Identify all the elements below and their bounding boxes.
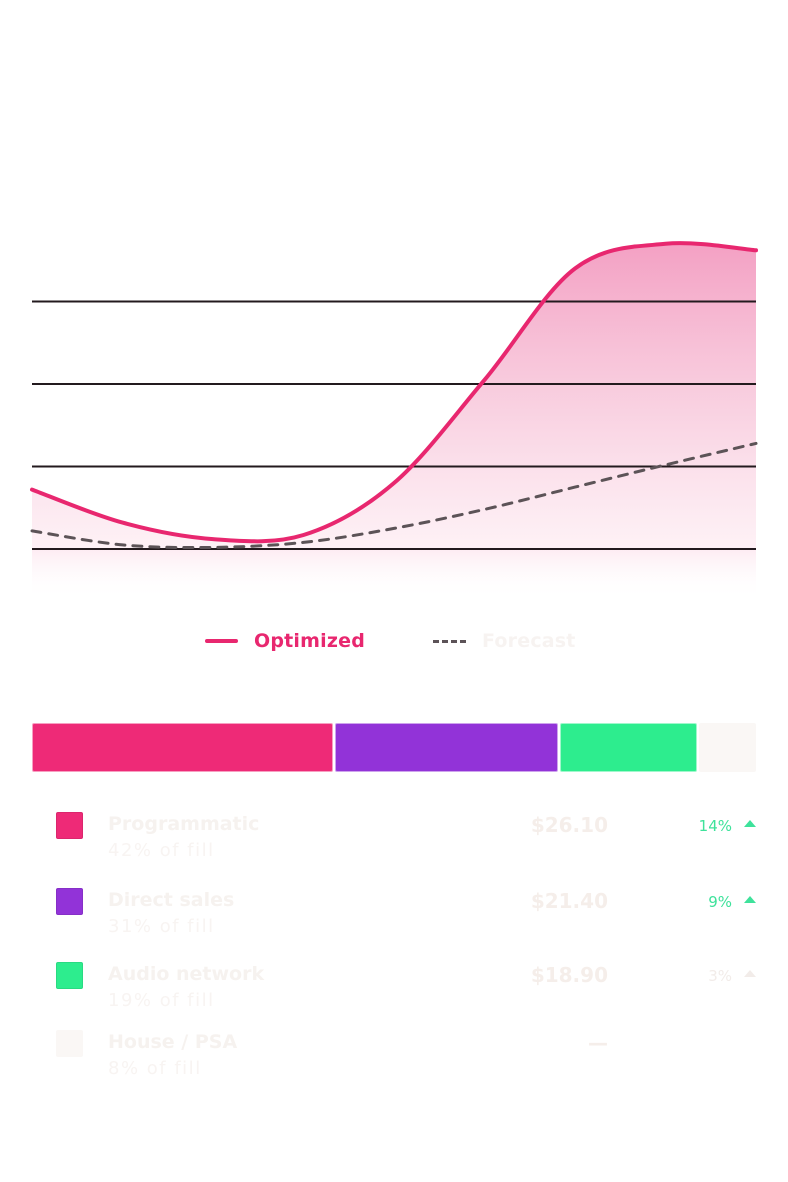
list-item[interactable]: Direct sales 31% of fill $21.40 9%: [0, 881, 788, 941]
up-arrow-icon: [744, 896, 756, 903]
legend-swatch: [56, 812, 83, 839]
channel-value: $18.90: [530, 963, 608, 987]
list-item[interactable]: House / PSA 8% of fill —: [0, 1023, 788, 1083]
up-arrow-icon: [744, 970, 756, 977]
fill-share-stacked-bar: [32, 723, 756, 772]
legend-item-optimized[interactable]: Optimized: [205, 626, 365, 656]
channel-name: Direct sales: [108, 889, 235, 911]
solid-line-icon: [205, 639, 238, 643]
channel-value: $26.10: [530, 813, 608, 837]
list-item[interactable]: Programmatic 42% of fill $26.10 14%: [0, 805, 788, 865]
fill-share: 42% of fill: [108, 840, 215, 861]
stack-segment-house-psa[interactable]: [699, 723, 756, 772]
stack-segment-audio-network[interactable]: [559, 723, 698, 772]
channel-name: Programmatic: [108, 813, 260, 835]
chart-legend: Optimized Forecast: [0, 626, 788, 656]
fill-share: 8% of fill: [108, 1058, 202, 1079]
stack-segment-programmatic[interactable]: [32, 723, 334, 772]
series-line-optimized: [30, 241, 758, 544]
legend-swatch: [56, 962, 83, 989]
stack-segment-direct-sales[interactable]: [335, 723, 558, 772]
legend-item-forecast[interactable]: Forecast: [433, 626, 576, 656]
fill-share: 19% of fill: [108, 990, 215, 1011]
channel-value: —: [588, 1031, 608, 1055]
delta-percent: 3%: [708, 967, 732, 985]
channel-name: House / PSA: [108, 1031, 238, 1053]
up-arrow-icon: [744, 820, 756, 827]
delta-percent: 14%: [698, 817, 732, 835]
revenue-area-chart: [30, 241, 758, 599]
legend-swatch: [56, 888, 83, 915]
legend-label-forecast: Forecast: [482, 630, 576, 652]
series-line-forecast: [30, 441, 758, 550]
legend-label-optimized: Optimized: [254, 630, 366, 652]
channel-name: Audio network: [108, 963, 265, 985]
legend-swatch: [56, 1030, 83, 1057]
dashed-line-icon: [433, 639, 466, 643]
fill-share: 31% of fill: [108, 916, 215, 937]
area-fade: [32, 549, 756, 599]
area-optimized: [32, 243, 756, 549]
list-item[interactable]: Audio network 19% of fill $18.90 3%: [0, 955, 788, 1015]
channel-value: $21.40: [530, 889, 608, 913]
delta-percent: 9%: [708, 893, 732, 911]
